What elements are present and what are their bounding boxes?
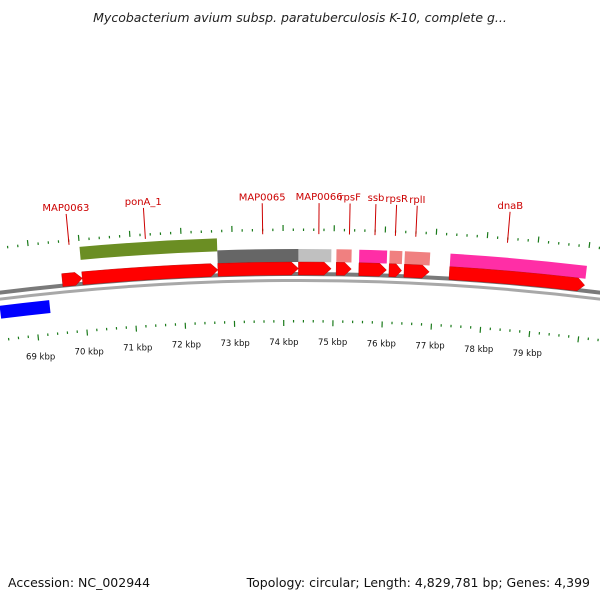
feature-block	[449, 253, 587, 279]
major-tick	[77, 234, 80, 241]
feature-block	[389, 250, 403, 265]
backbone-ring	[0, 279, 600, 301]
gene-label-map0066[interactable]: MAP0066	[296, 192, 343, 203]
gene-label-ssb[interactable]: ssb	[368, 193, 385, 204]
tick-marks	[6, 225, 600, 343]
major-tick	[537, 236, 540, 243]
axis-tick-label: 73 kbp	[221, 339, 250, 349]
axis-tick-label: 74 kbp	[269, 338, 298, 348]
feature-block	[336, 249, 352, 263]
left-feature	[0, 300, 51, 319]
axis-tick-label: 71 kbp	[123, 344, 152, 354]
feature-block	[298, 249, 332, 263]
axis-labels: 69 kbp 70 kbp 71 kbp 72 kbp 73 kbp 74 kbp 75 k…	[26, 338, 542, 362]
cds-arrow	[298, 261, 332, 276]
gene-label-dnab[interactable]: dnaB	[497, 201, 523, 212]
gene-label-rpsr[interactable]: rpsR	[385, 194, 408, 205]
axis-tick-label: 72 kbp	[172, 341, 201, 351]
major-tick	[588, 241, 591, 249]
major-tick	[86, 329, 89, 336]
feature-block	[79, 238, 218, 260]
label-connector	[142, 207, 146, 239]
feature-track	[0, 238, 587, 319]
axis-tick-label: 75 kbp	[318, 338, 347, 348]
topology-text: Topology: circular; Length: 4,829,781 bp…	[246, 575, 590, 590]
gene-label-map0063[interactable]: MAP0063	[42, 203, 89, 214]
gene-label-pona_1[interactable]: ponA_1	[125, 197, 162, 208]
cds-arrow	[358, 262, 387, 277]
cds-arrow	[388, 263, 402, 278]
major-tick	[37, 334, 40, 341]
gene-label-rpli[interactable]: rplI	[409, 195, 425, 206]
cds-arrow	[335, 262, 352, 276]
accession-text: Accession: NC_002944	[8, 575, 151, 590]
cds-arrow	[448, 266, 585, 292]
cds-arrow	[81, 263, 219, 285]
label-connector	[506, 211, 511, 243]
label-connector	[394, 204, 398, 236]
axis-tick-label: 76 kbp	[367, 339, 396, 349]
gene-label-map0065[interactable]: MAP0065	[239, 192, 286, 203]
gene-label-rpsf[interactable]: rpsF	[339, 193, 361, 204]
feature-block	[358, 249, 388, 264]
feature-block	[404, 251, 431, 266]
axis-tick-label: 69 kbp	[26, 352, 55, 362]
label-connector	[415, 205, 418, 237]
major-tick	[577, 336, 580, 343]
axis-tick-label: 79 kbp	[513, 349, 542, 359]
label-connector	[348, 203, 351, 235]
cds-arrow	[217, 261, 299, 277]
feature-block	[217, 249, 299, 264]
cds-arrow	[403, 264, 430, 279]
axis-tick-label: 77 kbp	[415, 342, 444, 352]
label-connector	[65, 213, 70, 245]
major-tick	[528, 331, 531, 338]
cds-arrow	[61, 272, 83, 287]
label-connector	[374, 204, 377, 236]
axis-tick-label: 70 kbp	[75, 347, 104, 357]
map-title: Mycobacterium avium subsp. paratuberculo…	[93, 10, 507, 25]
axis-tick-label: 78 kbp	[464, 345, 493, 355]
major-tick	[26, 239, 29, 247]
